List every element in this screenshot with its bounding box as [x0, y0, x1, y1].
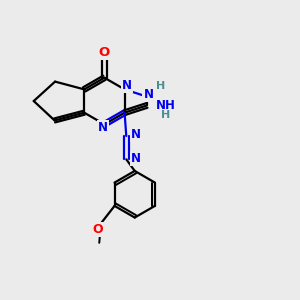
Text: N: N: [143, 88, 153, 101]
Text: N: N: [98, 121, 108, 134]
Text: N: N: [131, 128, 141, 142]
Text: H: H: [161, 110, 170, 120]
Text: O: O: [99, 46, 110, 59]
Text: N: N: [131, 152, 141, 165]
Text: NH: NH: [155, 99, 175, 112]
Text: N: N: [122, 80, 132, 92]
Text: H: H: [156, 81, 166, 91]
Text: O: O: [92, 223, 103, 236]
